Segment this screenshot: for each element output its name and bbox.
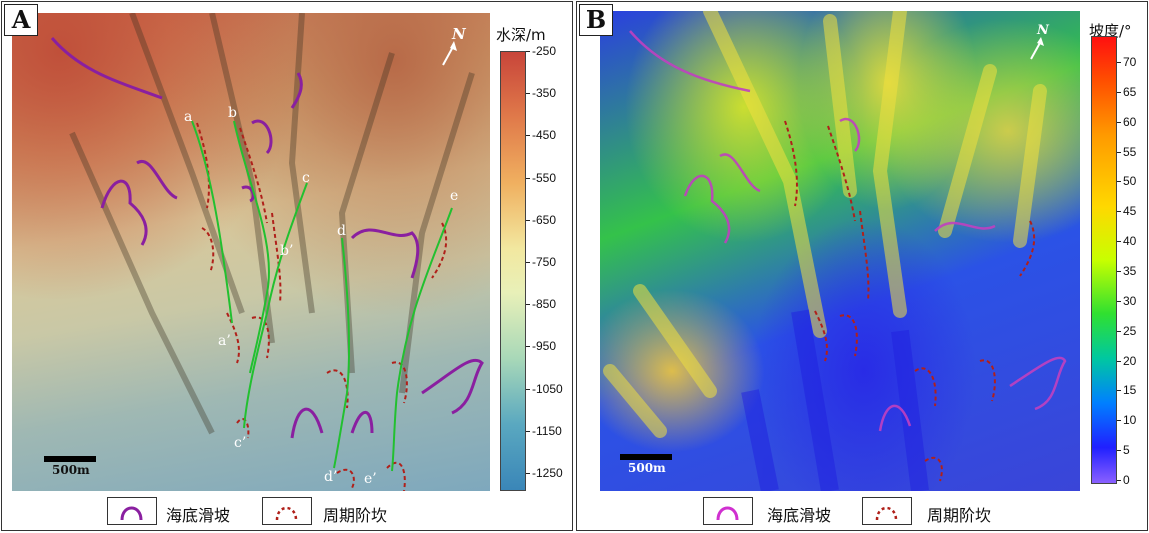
slope-tick-label: 55 xyxy=(1123,144,1137,159)
legend-steps-label-b: 周期阶坎 xyxy=(927,506,992,525)
slope-tick-label: 5 xyxy=(1123,443,1130,458)
profile-label-b: b xyxy=(228,105,237,121)
slope-tick-mark xyxy=(1117,480,1121,481)
slope-tick-mark xyxy=(1117,211,1121,213)
depth-tick-mark xyxy=(526,473,530,474)
slope-tick-mark xyxy=(1117,181,1121,183)
slope-tick-mark xyxy=(1117,151,1121,153)
bathymetry-map: a b c d e b’ a’ c’ d’ e’ 500m N xyxy=(12,13,490,491)
depth-tick-label: -850 xyxy=(532,297,557,312)
panel-a: a b c d e b’ a’ c’ d’ e’ 500m N 水深/m -25… xyxy=(1,1,573,531)
slope-tick-label: 10 xyxy=(1123,413,1137,428)
slide-symbol-icon xyxy=(120,506,143,521)
north-label: N xyxy=(452,25,466,43)
depth-tick-label: -350 xyxy=(532,86,557,101)
panel-letter-a: A xyxy=(4,4,38,36)
depth-tick-label: -1250 xyxy=(532,466,563,480)
profile-label-a-prime: a’ xyxy=(218,333,231,349)
slope-tick-label: 35 xyxy=(1123,264,1137,278)
legend-slide-label-b: 海底滑坡 xyxy=(767,506,832,525)
slope-tick-mark xyxy=(1117,62,1121,63)
depth-tick-mark xyxy=(526,388,530,390)
map-b-overlay xyxy=(603,11,1067,491)
depth-tick-mark xyxy=(526,135,530,137)
slope-tick-mark xyxy=(1117,91,1121,93)
north-arrow-icon-b xyxy=(1030,37,1044,60)
depth-tick-mark xyxy=(526,430,530,432)
slope-tick-mark xyxy=(1117,121,1121,123)
slope-tick-mark xyxy=(1117,241,1121,243)
slope-tick-label: 25 xyxy=(1123,323,1137,338)
colorbar-title-depth: 水深/m xyxy=(496,26,546,44)
depth-tick-mark xyxy=(526,93,530,95)
profile-label-d-prime: d’ xyxy=(324,469,338,485)
slope-tick-mark xyxy=(1117,420,1121,422)
profile-label-c-prime: c’ xyxy=(234,435,247,451)
slope-tick-label: 40 xyxy=(1123,234,1137,249)
legend-slide-swatch-b xyxy=(703,497,753,525)
legend-a: 海底滑坡 周期阶坎 xyxy=(0,497,575,527)
depth-tick-label: -250 xyxy=(532,44,557,58)
slope-colorbar xyxy=(1091,36,1117,484)
depth-tick-mark xyxy=(526,219,530,221)
slope-tick-label: 30 xyxy=(1123,293,1137,308)
panel-b: 500m N 坡度/° 70 65 60 55 50 45 40 35 30 25 20 15 10 5 0… xyxy=(576,1,1148,531)
profile-label-a: a xyxy=(184,109,193,125)
scale-bar xyxy=(44,456,96,462)
depth-tick-mark xyxy=(526,51,530,52)
steps-symbol-icon-b xyxy=(875,506,898,521)
depth-tick-label: -1050 xyxy=(532,381,563,396)
legend-b: 海底滑坡 周期阶坎 xyxy=(576,497,1149,527)
legend-steps-label: 周期阶坎 xyxy=(323,506,388,525)
depth-tick-mark xyxy=(526,177,530,179)
profile-label-e-prime: e’ xyxy=(364,471,377,487)
north-label-b: N xyxy=(1037,23,1049,38)
slope-tick-label: 60 xyxy=(1123,114,1137,129)
depth-tick-mark xyxy=(526,304,530,306)
legend-steps-swatch-b xyxy=(862,497,912,525)
slide-symbol-icon-b xyxy=(716,506,739,521)
slope-tick-label: 20 xyxy=(1123,353,1137,368)
slope-tick-label: 15 xyxy=(1123,383,1137,398)
panel-letter-b: B xyxy=(579,4,613,36)
slope-tick-label: 45 xyxy=(1123,204,1137,219)
slope-tick-mark xyxy=(1117,300,1121,302)
slope-tick-mark xyxy=(1117,330,1121,332)
profile-label-d: d xyxy=(337,223,346,239)
depth-tick-label: -450 xyxy=(532,128,557,143)
depth-tick-label: -550 xyxy=(532,170,557,185)
north-arrow-icon xyxy=(442,41,457,66)
profile-label-e: e xyxy=(450,188,459,204)
legend-steps-swatch xyxy=(262,497,312,525)
slope-tick-mark xyxy=(1117,271,1121,272)
steps-symbol-icon xyxy=(275,506,298,521)
slope-tick-label: 70 xyxy=(1123,55,1137,69)
depth-tick-label: -950 xyxy=(532,339,557,354)
depth-tick-mark xyxy=(526,262,530,263)
legend-slide-swatch xyxy=(107,497,157,525)
slope-tick-mark xyxy=(1117,450,1121,452)
map-a-overlay xyxy=(50,13,484,491)
depth-tick-mark xyxy=(526,346,530,348)
slope-tick-mark xyxy=(1117,360,1121,362)
depth-tick-label: -1150 xyxy=(532,423,562,438)
slope-tick-label: 50 xyxy=(1123,174,1137,189)
scale-label-b: 500m xyxy=(628,461,666,475)
depth-colorbar xyxy=(500,51,526,491)
legend-slide-label: 海底滑坡 xyxy=(166,506,231,525)
slope-tick-label: 0 xyxy=(1123,473,1130,487)
scale-bar-b xyxy=(620,454,672,460)
colorbar-title-slope: 坡度/° xyxy=(1089,22,1132,40)
profile-label-c: c xyxy=(302,170,310,186)
profile-label-b-prime: b’ xyxy=(280,243,294,259)
depth-tick-label: -750 xyxy=(532,255,557,269)
slope-map: 500m N xyxy=(600,11,1080,491)
slope-tick-mark xyxy=(1117,390,1121,392)
scale-label: 500m xyxy=(52,463,90,477)
slope-tick-label: 65 xyxy=(1123,84,1137,99)
depth-tick-label: -650 xyxy=(532,212,557,227)
